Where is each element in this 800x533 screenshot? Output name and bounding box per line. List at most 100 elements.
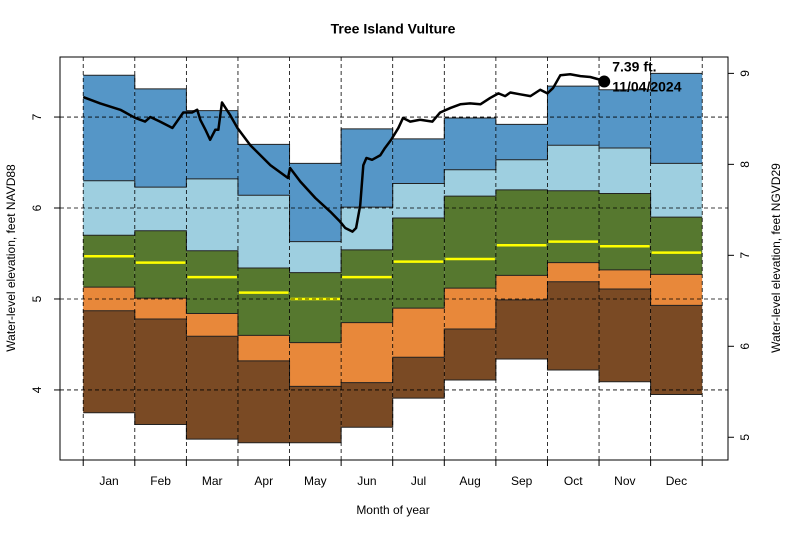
percentile-band [495,275,548,300]
percentile-band [444,258,496,289]
percentile-band [134,298,187,319]
percentile-band [599,193,651,247]
y-axis-label: Water-level elevation, feet NAVD88 [4,164,18,352]
x-axis-label: Month of year [356,503,429,517]
percentile-band [83,235,135,257]
percentile-band [134,187,187,231]
y2-tick-label: 5 [738,434,752,441]
percentile-band [186,178,238,251]
x-tick-label: Oct [564,474,583,488]
percentile-band [186,110,238,179]
band-outline [83,144,703,243]
percentile-band [341,277,393,323]
percentile-band [650,73,703,164]
x-tick-label: Aug [459,474,480,488]
percentile-band [83,256,135,288]
x-tick-label: Mar [202,474,223,488]
percentile-band [289,163,342,242]
x-tick-label: Apr [254,474,273,488]
percentile-band [650,274,703,306]
percentile-band [237,292,290,336]
percentile-band [134,88,187,188]
percentile-band [289,241,342,273]
y2-tick-label: 9 [738,70,752,77]
percentile-band [341,322,393,383]
percentile-band [134,318,187,425]
x-tick-label: Sep [511,474,533,488]
x-tick-label: Nov [614,474,635,488]
percentile-band [237,195,290,269]
percentile-band [341,207,393,250]
percentile-band [495,159,548,190]
percentile-band [547,86,600,146]
percentile-band [650,305,703,395]
percentile-band [289,342,342,387]
percentile-band [392,138,445,184]
plot-frame [59,56,729,461]
percentile-band [650,252,703,275]
percentile-band [495,245,548,276]
percentile-band [83,310,135,413]
y2-axis-label: Water-level elevation, feet NGVD29 [769,163,783,353]
percentile-band [547,190,600,242]
y2-tick-label: 8 [738,161,752,168]
percentile-band [495,189,548,246]
latest-point [598,75,611,88]
y-tick-label: 7 [30,113,44,120]
percentile-band [237,335,290,361]
annotation-value: 7.39 ft. [612,58,656,74]
percentile-band [650,163,703,218]
y-tick-label: 5 [30,295,44,302]
percentile-band [444,196,496,259]
percentile-band [599,89,651,148]
percentile-band [237,144,290,196]
percentile-band [495,299,548,360]
percentile-band [341,249,393,278]
percentile-band [289,272,342,299]
percentile-band [599,147,651,194]
percentile-band [289,298,342,343]
y2-tick-label: 7 [738,252,752,259]
percentile-band [289,386,342,443]
percentile-band [547,262,600,282]
percentile-band [186,313,238,337]
percentile-band [599,288,651,382]
percentile-band [186,336,238,440]
percentile-band [392,261,445,309]
percentile-band [134,230,187,263]
percentile-band [599,269,651,289]
percentile-band [599,246,651,270]
chart-title: Tree Island Vulture [331,21,456,37]
x-tick-label: Jan [99,474,118,488]
percentile-band [341,128,393,208]
y-tick-label: 4 [30,386,44,393]
percentile-band [186,277,238,314]
percentile-band [444,117,496,170]
y2-tick-label: 6 [738,343,752,350]
percentile-band [547,145,600,191]
percentile-band [134,262,187,299]
percentile-band [237,268,290,293]
x-tick-label: Feb [150,474,171,488]
percentile-band [237,360,290,443]
percentile-band [83,75,135,181]
y-tick-label: 6 [30,204,44,211]
x-tick-label: May [304,474,327,488]
percentile-band [444,329,496,380]
percentile-band [392,183,445,219]
percentile-band [444,288,496,330]
x-tick-label: Dec [666,474,687,488]
percentile-band [444,169,496,197]
percentile-band [186,250,238,278]
annotation-date: 11/04/2024 [612,78,682,94]
percentile-band [392,218,445,262]
x-tick-label: Jul [411,474,426,488]
x-tick-label: Jun [357,474,376,488]
percentile-band [392,357,445,399]
percentile-band [392,308,445,358]
percentile-band [341,382,393,428]
percentile-band [547,241,600,263]
percentile-band [547,281,600,370]
percentile-band [650,217,703,253]
